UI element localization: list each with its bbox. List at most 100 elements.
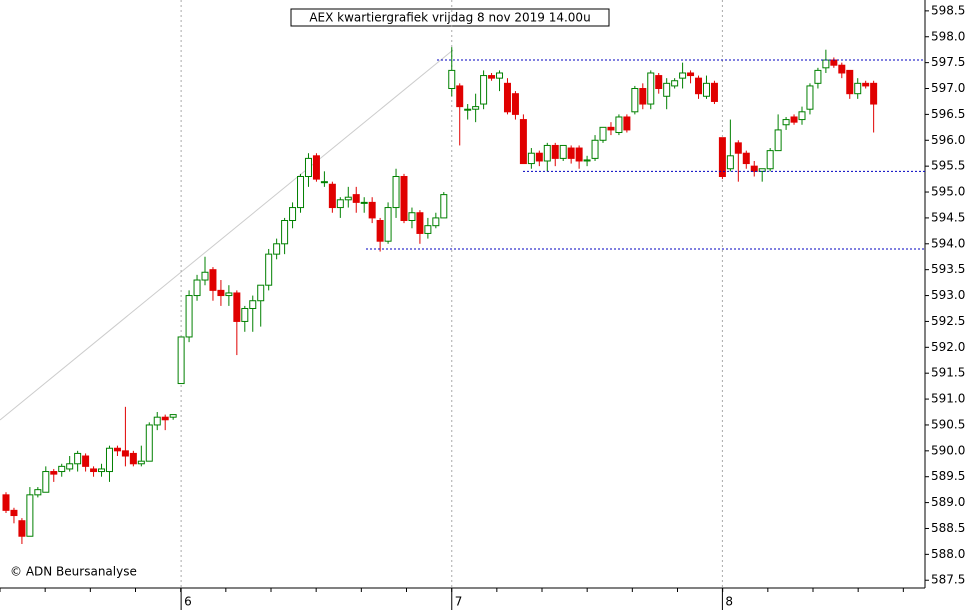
candle-body bbox=[503, 82, 511, 113]
candle-body bbox=[862, 82, 870, 87]
title-box bbox=[290, 8, 610, 27]
candle-body bbox=[336, 199, 344, 209]
candle-body bbox=[639, 88, 647, 105]
candle-body bbox=[456, 85, 464, 108]
candle-body bbox=[408, 212, 416, 222]
candle-body bbox=[185, 295, 193, 338]
candle-body bbox=[66, 463, 74, 470]
candle-body bbox=[726, 155, 734, 170]
credit: © ADN Beursanalyse bbox=[10, 565, 137, 579]
candle-body bbox=[241, 307, 249, 322]
candle-body bbox=[687, 72, 695, 77]
candle-body bbox=[511, 93, 519, 115]
candle-body bbox=[496, 72, 504, 79]
y-tick-label: 588.5 bbox=[931, 521, 965, 535]
candle-body bbox=[671, 80, 679, 87]
candle-body bbox=[663, 82, 671, 97]
y-tick-label: 595.5 bbox=[931, 159, 965, 173]
candle-body bbox=[161, 416, 169, 421]
candle-body bbox=[113, 447, 121, 452]
candle-body bbox=[121, 450, 129, 457]
candle-body bbox=[806, 85, 814, 110]
y-tick-label: 598.0 bbox=[931, 29, 965, 43]
candle-body bbox=[416, 212, 424, 234]
candle-body bbox=[480, 75, 488, 105]
candle-body bbox=[400, 176, 408, 222]
candle-body bbox=[328, 183, 336, 209]
candle-body bbox=[559, 144, 567, 159]
candle-body bbox=[766, 150, 774, 170]
candle-body bbox=[655, 75, 663, 90]
candle-body bbox=[750, 165, 758, 172]
candle-body bbox=[209, 269, 217, 291]
candle-body bbox=[782, 119, 790, 126]
candle-body bbox=[647, 72, 655, 105]
x-tick-label: 8 bbox=[725, 595, 733, 609]
candle-body bbox=[623, 116, 631, 131]
candle-body bbox=[233, 292, 241, 322]
candle-body bbox=[710, 82, 718, 102]
trend-line bbox=[0, 49, 454, 421]
candle-body bbox=[145, 424, 153, 462]
candle-body bbox=[695, 77, 703, 95]
candle-body bbox=[774, 129, 782, 152]
candle-body bbox=[790, 116, 798, 123]
candle-body bbox=[312, 155, 320, 180]
candle-body bbox=[129, 452, 137, 465]
candle-body bbox=[798, 111, 806, 121]
candle-body bbox=[42, 471, 50, 493]
candle-body bbox=[448, 69, 456, 90]
candle-body bbox=[392, 176, 400, 209]
candle-body bbox=[519, 119, 527, 165]
candle-body bbox=[360, 201, 368, 204]
candle-body bbox=[2, 494, 10, 511]
candle-body bbox=[26, 494, 34, 537]
candle-body bbox=[854, 82, 862, 95]
candle-body bbox=[98, 468, 106, 473]
y-tick-label: 590.5 bbox=[931, 417, 965, 431]
candle-body bbox=[304, 157, 312, 178]
y-tick-label: 588.0 bbox=[931, 547, 965, 561]
y-tick-label: 598.5 bbox=[931, 3, 965, 17]
candle-body bbox=[575, 147, 583, 162]
candle-body bbox=[249, 300, 257, 309]
candle-body bbox=[488, 75, 496, 79]
candle-body bbox=[464, 108, 472, 111]
y-tick-label: 593.0 bbox=[931, 288, 965, 302]
candle-body bbox=[34, 489, 42, 496]
y-tick-label: 591.5 bbox=[931, 366, 965, 380]
y-tick-label: 595.0 bbox=[931, 185, 965, 199]
candle-body bbox=[225, 292, 233, 297]
candle-body bbox=[830, 59, 838, 66]
candle-body bbox=[432, 217, 440, 227]
candle-body bbox=[90, 468, 98, 473]
candle-body bbox=[591, 139, 599, 159]
candle-body bbox=[257, 284, 265, 302]
y-tick-label: 593.5 bbox=[931, 262, 965, 276]
candle-body bbox=[615, 116, 623, 134]
candle-body bbox=[631, 88, 639, 113]
candle-body bbox=[18, 520, 26, 537]
candle-body bbox=[169, 414, 177, 418]
candle-body bbox=[289, 207, 297, 222]
y-tick-label: 591.0 bbox=[931, 392, 965, 406]
candle-body bbox=[320, 181, 328, 184]
candle-body bbox=[440, 194, 448, 219]
y-tick-label: 587.5 bbox=[931, 573, 965, 587]
candle-body bbox=[679, 72, 687, 79]
candle-body bbox=[527, 152, 535, 165]
candle-body bbox=[201, 271, 209, 281]
candle-body bbox=[344, 196, 352, 201]
candle-body bbox=[551, 144, 559, 159]
y-tick-label: 596.0 bbox=[931, 133, 965, 147]
candle-body bbox=[846, 69, 854, 95]
candle-body bbox=[814, 69, 822, 84]
candle-body bbox=[702, 82, 710, 97]
candle-body bbox=[177, 336, 185, 385]
candle-body bbox=[838, 64, 846, 74]
candle-body bbox=[734, 142, 742, 154]
candle-body bbox=[822, 59, 830, 69]
candle-body bbox=[599, 126, 607, 141]
